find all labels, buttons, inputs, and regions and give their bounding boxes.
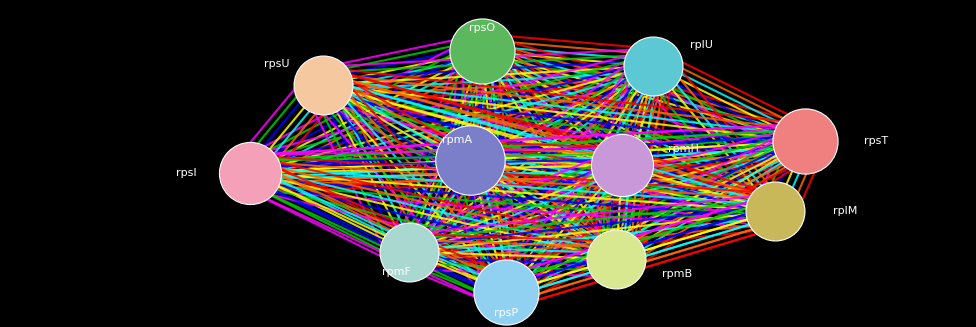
Text: rpsP: rpsP [494, 308, 518, 318]
Point [462, 157, 477, 163]
Point [767, 209, 783, 214]
Point [645, 63, 661, 69]
Text: rpsI: rpsI [177, 168, 197, 178]
Point [499, 289, 514, 295]
Text: rpsU: rpsU [264, 59, 290, 69]
Point [797, 139, 813, 144]
Text: rpsT: rpsT [864, 136, 888, 146]
Text: rpsO: rpsO [468, 23, 495, 33]
Point [474, 49, 490, 54]
Point [401, 249, 417, 254]
Text: rpmH: rpmH [668, 144, 699, 154]
Text: rpmA: rpmA [442, 135, 472, 145]
Text: rplU: rplU [690, 40, 712, 50]
Point [242, 170, 258, 175]
Point [608, 256, 624, 262]
Text: rpmF: rpmF [382, 267, 411, 277]
Text: rpmB: rpmB [662, 269, 692, 280]
Point [615, 163, 630, 168]
Point [315, 82, 331, 87]
Text: rplM: rplM [834, 206, 858, 216]
